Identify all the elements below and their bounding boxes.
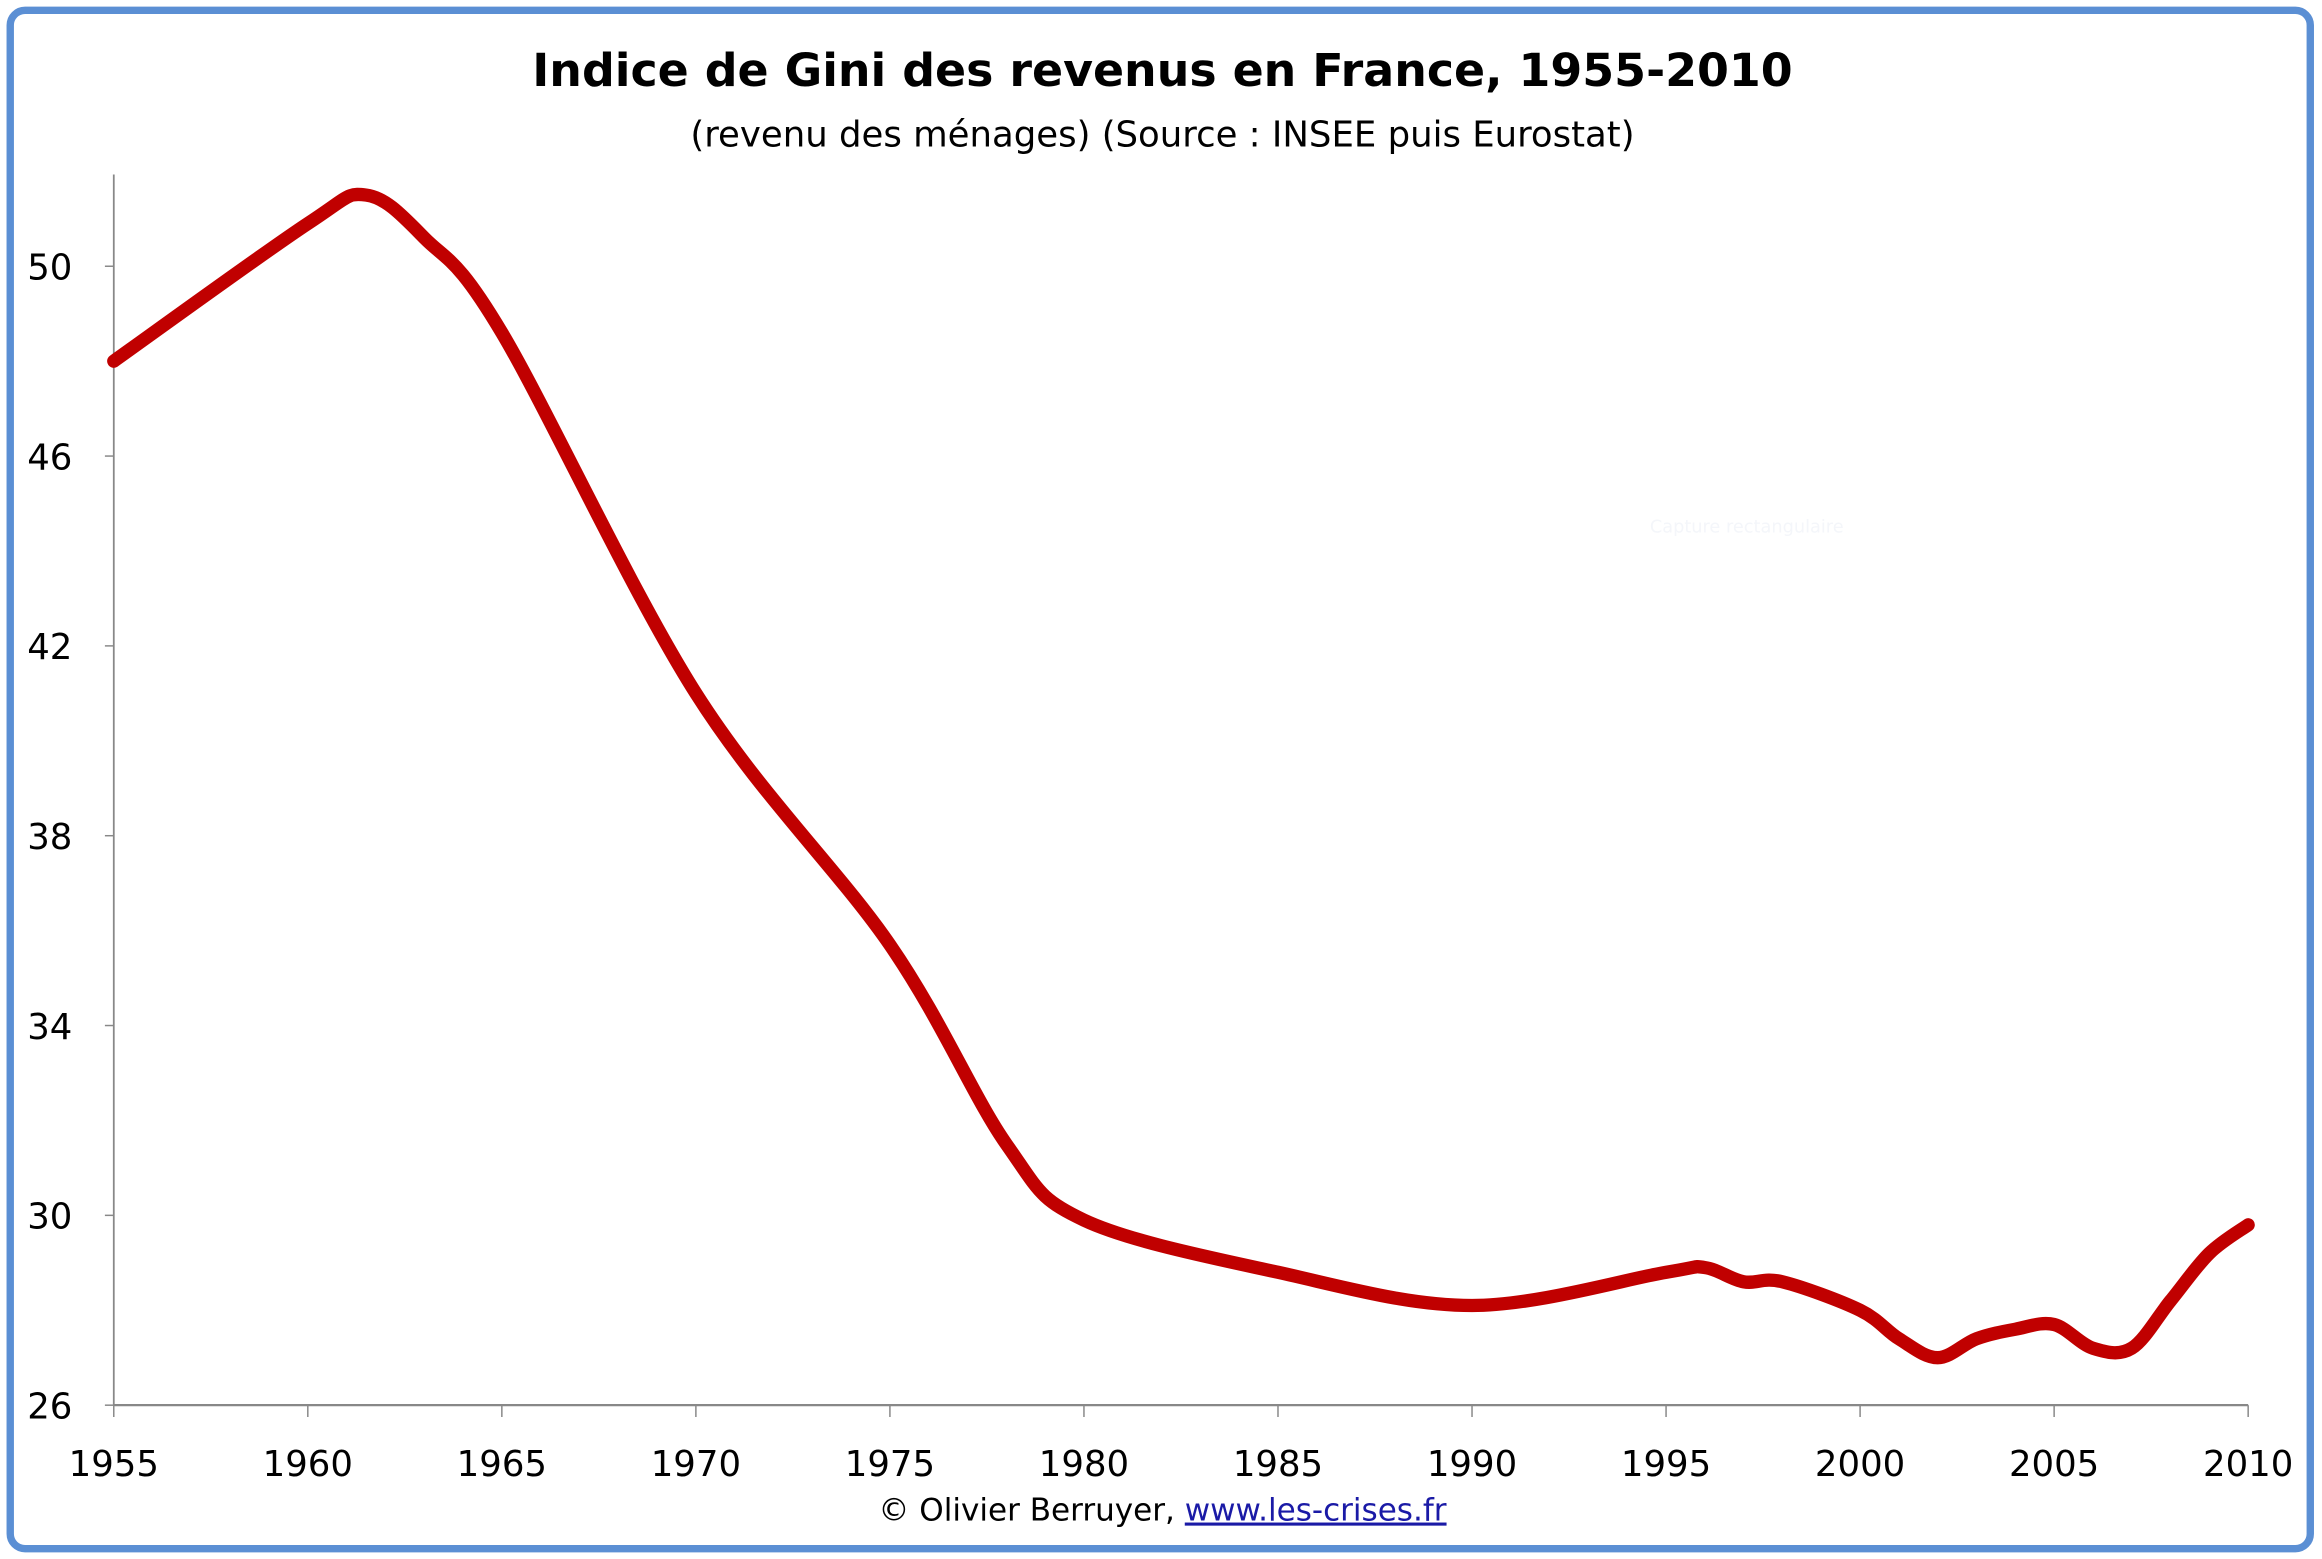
- x-tick-label: 2010: [2203, 1444, 2293, 1485]
- y-tick-label: 30: [27, 1197, 72, 1238]
- y-tick-label: 46: [27, 437, 72, 478]
- x-tick-label: 1970: [651, 1444, 741, 1485]
- x-tick-label: 1975: [845, 1444, 935, 1485]
- footer-credit-text: © Olivier Berruyer,: [878, 1493, 1184, 1529]
- y-tick-label: 50: [27, 248, 72, 289]
- series-line: [107, 187, 2255, 1365]
- x-tick-label: 1980: [1039, 1444, 1129, 1485]
- x-tick-label: 2000: [1815, 1444, 1905, 1485]
- chart-frame: [6, 6, 2314, 1553]
- y-tick-label: 34: [27, 1007, 72, 1048]
- x-tick-label: 1960: [263, 1444, 353, 1485]
- x-tick-label: 2005: [2009, 1444, 2099, 1485]
- y-tick-label: 38: [27, 817, 72, 858]
- x-tick-label: 1990: [1427, 1444, 1517, 1485]
- x-tick-label: 1955: [69, 1444, 159, 1485]
- chart-subtitle: (revenu des ménages) (Source : INSEE pui…: [690, 114, 1634, 155]
- x-tick-label: 1985: [1233, 1444, 1323, 1485]
- footer-link[interactable]: www.les-crises.fr: [1185, 1493, 1447, 1529]
- y-tick-label: 42: [27, 627, 72, 668]
- footer-credit: © Olivier Berruyer, www.les-crises.fr: [878, 1493, 1446, 1529]
- y-tick-label: 26: [27, 1386, 72, 1427]
- chart-title: Indice de Gini des revenus en France, 19…: [532, 43, 1792, 97]
- overlay-text: Capture rectangulaire: [1650, 517, 1844, 537]
- x-tick-label: 1995: [1621, 1444, 1711, 1485]
- x-tick-label: 1965: [457, 1444, 547, 1485]
